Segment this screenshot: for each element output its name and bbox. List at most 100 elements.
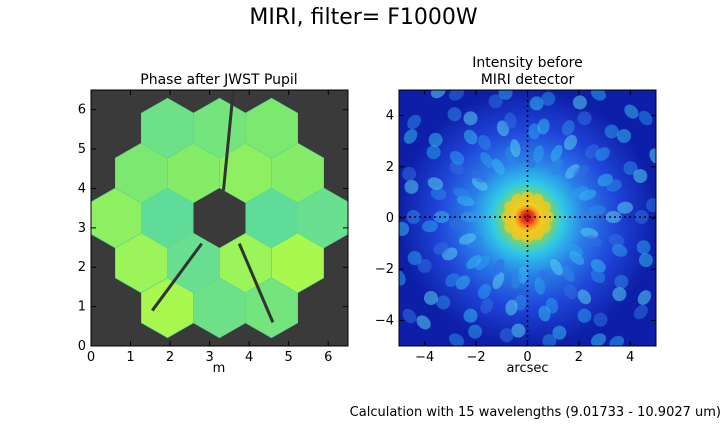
psf-y-tick-label: 0 — [386, 211, 394, 226]
psf-speckle — [421, 220, 438, 233]
psf-speckle — [492, 259, 505, 276]
psf-speckle — [634, 210, 649, 224]
psf-speckle — [404, 179, 419, 194]
psf-speckle — [449, 151, 465, 165]
psf-speckle — [580, 227, 599, 239]
psf-speckle — [424, 291, 438, 305]
psf-speckle — [477, 134, 492, 151]
psf-speckle — [471, 177, 488, 191]
psf-speckle — [634, 304, 648, 320]
psf-speckle — [427, 177, 444, 190]
psf-x-tick-label: 0 — [523, 350, 531, 365]
pupil-x-tick-label: 0 — [87, 350, 95, 365]
psf-speckle — [416, 315, 431, 330]
psf-speckle — [430, 90, 446, 99]
psf-speckle — [492, 272, 505, 290]
psf-speckle — [658, 157, 675, 176]
pupil-y-tick-label: 5 — [78, 142, 86, 157]
pupil-segments — [91, 90, 348, 339]
psf-speckle — [664, 260, 681, 279]
central-obscuration — [193, 188, 246, 248]
psf-speckle — [449, 161, 465, 175]
psf-speckle — [468, 324, 483, 339]
pupil-axes-frame — [90, 89, 349, 347]
psf-speckle — [604, 124, 619, 139]
psf-speckle — [510, 139, 521, 158]
psf-speckle — [406, 210, 421, 224]
psf-speckle — [584, 235, 602, 247]
psf-inner-ring — [531, 193, 544, 206]
support-strut — [151, 242, 203, 312]
psf-x-tick-label: 2 — [575, 350, 583, 365]
psf-intensity-panel: −4 −2 0 2 4 −4 −2 0 2 4 Intensity before MIRI det… — [375, 55, 681, 376]
psf-inner-ring — [511, 228, 524, 241]
psf-speckle — [542, 334, 557, 346]
psf-speckle — [541, 91, 556, 106]
psf-speckle — [577, 289, 592, 305]
pupil-y-tick-label: 4 — [78, 181, 86, 196]
psf-speckle — [595, 147, 610, 161]
psf-speckle — [426, 145, 441, 160]
pupil-phase-panel: 0 1 2 3 4 5 6 0 1 2 3 4 5 6 Phase after JWST Pupil m — [78, 72, 349, 376]
pupil-x-tick-label: 6 — [324, 350, 332, 365]
psf-speckle — [488, 94, 503, 109]
psf-speckle — [463, 308, 478, 323]
psf-speckle — [561, 266, 575, 282]
psf-speckle — [407, 114, 421, 130]
psf-speckle — [588, 205, 607, 216]
psf-speckle — [504, 112, 517, 129]
psf-speckle — [582, 68, 602, 86]
psf-y-tick-label: 2 — [386, 160, 394, 175]
psf-speckle — [590, 269, 606, 283]
psf-speckle — [563, 134, 578, 151]
psf-speckle — [577, 308, 592, 323]
psf-speckle — [448, 333, 465, 346]
psf-speckle — [568, 251, 585, 266]
psf-speckle — [448, 218, 467, 229]
psf-speckle — [550, 158, 563, 175]
psf-inner-ring — [504, 221, 517, 233]
psf-speckle — [590, 90, 607, 101]
psf-x-axis-label: arcsec — [506, 361, 548, 376]
psf-y-tick-label: −4 — [375, 313, 394, 328]
psf-speckle — [498, 90, 513, 100]
psf-speckle — [611, 244, 628, 257]
pupil-x-tick-label: 3 — [205, 350, 213, 365]
psf-speckle — [606, 179, 622, 192]
psf-speckle — [605, 211, 622, 223]
psf-speckle — [638, 110, 653, 126]
psf-speckle — [453, 187, 471, 199]
psf-speckle — [624, 104, 639, 119]
psf-speckle — [593, 312, 608, 327]
psf-speckle — [470, 168, 487, 183]
psf-x-tick-label: −4 — [415, 350, 434, 365]
psf-speckle — [561, 120, 575, 136]
pupil-x-tick-label: 4 — [245, 350, 253, 365]
psf-speckle — [637, 290, 652, 306]
psf-speckle — [538, 305, 551, 322]
psf-speckle — [407, 251, 422, 265]
psf-speckle — [499, 328, 514, 343]
psf-speckle — [550, 144, 563, 162]
psf-speckle — [477, 283, 492, 300]
psf-speckle — [563, 283, 578, 300]
psf-speckle — [447, 107, 462, 122]
psf-speckle — [511, 323, 526, 338]
psf-speckle — [645, 198, 656, 213]
psf-speckle — [565, 164, 580, 179]
psf-speckle — [533, 145, 544, 163]
psf-speckle — [612, 287, 627, 302]
pupil-y-tick-label: 6 — [78, 103, 86, 118]
psf-speckle — [567, 243, 584, 257]
psf-speckle — [514, 294, 527, 311]
psf-y-tick-label: 4 — [386, 109, 394, 124]
psf-inner-ring — [538, 201, 551, 213]
psf-speckle — [636, 240, 651, 255]
psf-speckle — [402, 308, 417, 324]
psf-speckle — [448, 90, 465, 101]
psf-speckle — [417, 258, 432, 273]
pupil-x-tick-label: 2 — [166, 350, 174, 365]
psf-speckle — [511, 271, 522, 289]
psf-speckle — [433, 211, 450, 223]
psf-y-tick-label: −2 — [375, 262, 394, 277]
